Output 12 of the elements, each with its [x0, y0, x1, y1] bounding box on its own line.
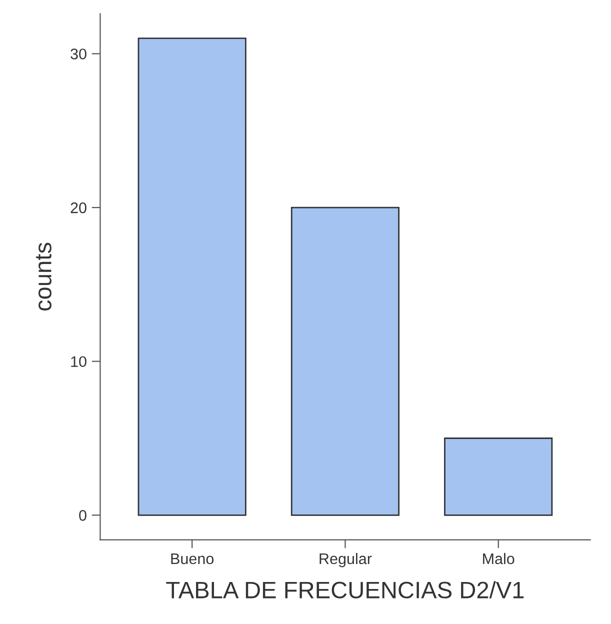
x-tick-label: Malo	[483, 552, 514, 564]
x-tick-label: Bueno	[171, 554, 214, 564]
bar	[290, 206, 400, 516]
bar	[138, 38, 246, 516]
bar	[444, 438, 553, 516]
y-tick-label: 30	[70, 48, 86, 60]
y-tick-label: 0	[79, 510, 86, 521]
x-tick-label: Regular	[320, 552, 372, 568]
x-axis-title: TABLA DE FRECUENCIAS D2/V1	[166, 581, 524, 598]
y-tick-label: 20	[70, 202, 86, 214]
y-axis-title: counts	[36, 242, 52, 311]
y-tick-label: 10	[71, 356, 86, 368]
